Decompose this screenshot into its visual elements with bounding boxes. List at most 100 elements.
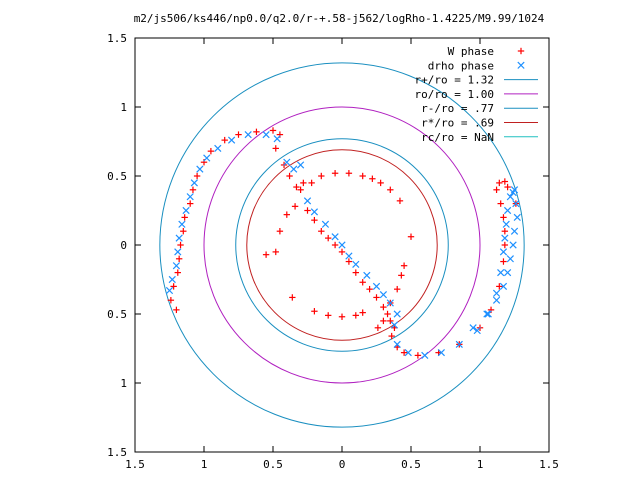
series-0-point-54 xyxy=(400,262,408,269)
series-0-point-32 xyxy=(373,294,380,301)
series-0-point-37 xyxy=(300,179,307,187)
series-1-point-34 xyxy=(421,351,429,360)
series-0-point-58 xyxy=(289,294,296,301)
series-0-point-9 xyxy=(189,186,197,193)
x-tick-label-3: 0 xyxy=(339,458,346,471)
series-0-point-18 xyxy=(272,145,279,152)
series-1-point-47 xyxy=(510,186,519,194)
series-0-point-64 xyxy=(387,317,394,325)
series-0-point-30 xyxy=(359,279,366,286)
series-1-point-44 xyxy=(503,206,512,215)
series-0-point-74 xyxy=(496,283,503,290)
series-1-point-10 xyxy=(203,154,211,162)
series-1-point-3 xyxy=(174,248,182,256)
legend-label-0: W phase xyxy=(448,45,494,58)
x-tick-label-0: 1.5 xyxy=(125,458,145,471)
x-tick-label-5: 1 xyxy=(477,458,484,471)
series-1-point-29 xyxy=(386,299,394,307)
series-0-point-1 xyxy=(167,297,175,304)
series-0-point-7 xyxy=(181,214,188,221)
series-1-point-54 xyxy=(499,282,508,291)
series-1-point-30 xyxy=(393,310,401,318)
series-1-point-17 xyxy=(290,165,298,173)
series-0-point-52 xyxy=(396,197,404,205)
series-0-point-35 xyxy=(380,317,387,325)
series-1-point-36 xyxy=(455,340,463,348)
series-1-point-35 xyxy=(437,349,445,357)
chart-title: m2/js506/ks446/np0.0/q2.0/r-+.58-j562/lo… xyxy=(134,12,545,25)
series-0-point-44 xyxy=(308,179,315,187)
series-0-point-4 xyxy=(175,255,183,262)
series-0-point-23 xyxy=(311,216,318,224)
series-1-point-32 xyxy=(393,340,401,348)
series-0-point-21 xyxy=(293,183,300,191)
series-0-point-77 xyxy=(501,228,509,235)
series-1-point-6 xyxy=(182,206,190,215)
series-1-point-16 xyxy=(283,158,291,166)
series-0-point-50 xyxy=(377,179,384,187)
series-0-point-45 xyxy=(318,172,325,180)
series-0-point-49 xyxy=(369,175,376,182)
series-1-point-7 xyxy=(186,193,194,201)
series-0-point-66 xyxy=(388,332,395,340)
series-1-point-50 xyxy=(510,227,519,235)
series-1-point-33 xyxy=(404,349,412,357)
series-1-point-41 xyxy=(499,248,508,256)
series-0-point-46 xyxy=(331,170,339,177)
series-1-point-31 xyxy=(390,321,399,329)
series-0-point-81 xyxy=(496,179,503,187)
series-0 xyxy=(167,127,520,359)
circle-series-2 xyxy=(235,138,449,352)
series-0-point-41 xyxy=(276,228,284,235)
series-1-point-13 xyxy=(244,130,252,139)
series-1-point-9 xyxy=(196,165,204,173)
series-0-point-69 xyxy=(414,352,422,359)
series-0-point-39 xyxy=(291,203,299,210)
series-0-point-68 xyxy=(400,349,408,356)
series-1 xyxy=(165,130,521,360)
x-tick-label-6: 1.5 xyxy=(539,458,559,471)
series-1-point-39 xyxy=(492,289,501,297)
series-0-point-63 xyxy=(359,309,366,316)
series-0-point-62 xyxy=(352,312,359,319)
series-1-point-22 xyxy=(331,233,339,241)
series-1-point-28 xyxy=(379,291,388,299)
series-0-point-53 xyxy=(407,233,415,240)
series-0-point-6 xyxy=(180,228,187,235)
series-1-point-55 xyxy=(492,296,501,304)
series-1-point-45 xyxy=(506,193,514,201)
series-1-point-18 xyxy=(296,161,305,169)
series-0-point-0 xyxy=(173,306,180,314)
series-1-point-23 xyxy=(338,241,346,249)
series-1-point-56 xyxy=(483,310,491,318)
series-1-point-0 xyxy=(165,286,174,295)
series-1-point-51 xyxy=(509,241,517,249)
series-0-point-78 xyxy=(500,214,507,221)
y-tick-label-2: 0.5 xyxy=(107,170,127,183)
series-0-point-15 xyxy=(253,128,260,136)
legend-label-3: ro/ro = 1.00 xyxy=(415,88,494,101)
series-0-point-36 xyxy=(374,324,382,331)
x-tick-label-2: 0.5 xyxy=(263,458,283,471)
y-tick-label-4: 0.5 xyxy=(107,308,127,321)
series-0-point-59 xyxy=(311,308,318,315)
series-0-point-11 xyxy=(200,159,208,166)
circle-series-0 xyxy=(159,62,525,428)
series-0-point-12 xyxy=(207,147,215,155)
series-0-point-33 xyxy=(380,303,387,311)
series-1-point-49 xyxy=(513,213,521,222)
series-1-point-52 xyxy=(506,255,514,263)
series-1-point-21 xyxy=(321,220,330,228)
series-0-point-17 xyxy=(276,131,284,138)
circle-series-1 xyxy=(203,106,481,384)
x-tick-label-1: 1 xyxy=(201,458,208,471)
series-1-point-8 xyxy=(190,179,198,187)
series-0-point-31 xyxy=(366,285,373,293)
series-0-point-29 xyxy=(352,269,359,276)
series-1-point-26 xyxy=(363,271,371,279)
series-0-point-13 xyxy=(221,136,228,144)
series-1-point-11 xyxy=(214,144,222,153)
series-0-point-24 xyxy=(318,228,325,235)
series-0-point-47 xyxy=(345,170,353,177)
